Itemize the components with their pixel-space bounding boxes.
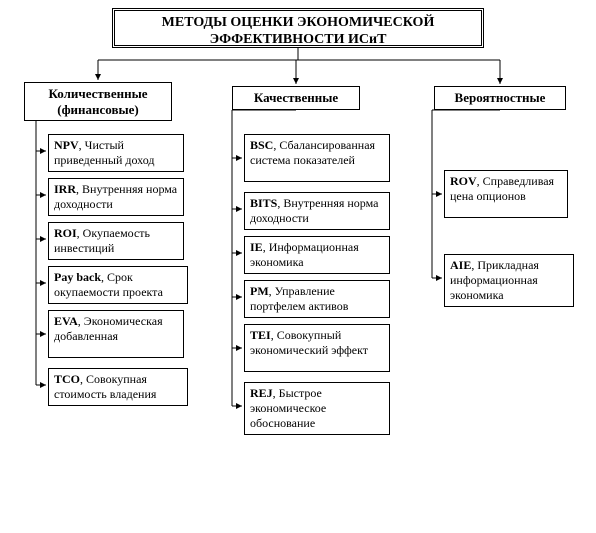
item-abbr: ROV	[450, 174, 477, 188]
title-text: МЕТОДЫ ОЦЕНКИ ЭКОНОМИЧЕСКОЙ ЭФФЕКТИВНОСТ…	[162, 15, 435, 47]
item-abbr: EVA	[54, 314, 78, 328]
item-box: BITS, Внутренняя норма доходности	[244, 192, 390, 230]
item-abbr: IE	[250, 240, 263, 254]
item-abbr: AIE	[450, 258, 471, 272]
category-label: Количественные (финансовые)	[49, 86, 148, 117]
item-abbr: IRR	[54, 182, 76, 196]
item-desc: , Информационная экономика	[250, 240, 359, 269]
category-box-prob: Вероятностные	[434, 86, 566, 110]
item-abbr: PM	[250, 284, 269, 298]
item-box: TCO, Совокупная стоимость владения	[48, 368, 188, 406]
item-box: ROI, Окупаемость инвестиций	[48, 222, 184, 260]
item-box: ROV, Справедливая цена опционов	[444, 170, 568, 218]
category-label: Качественные	[254, 90, 338, 105]
item-box: REJ, Быстрое экономическое обоснование	[244, 382, 390, 435]
item-box: EVA, Экономическая добавленная	[48, 310, 184, 358]
item-abbr: NPV	[54, 138, 79, 152]
category-label: Вероятностные	[455, 90, 546, 105]
item-box: AIE, Прикладная информационная экономика	[444, 254, 574, 307]
item-abbr: REJ	[250, 386, 273, 400]
item-abbr: ROI	[54, 226, 77, 240]
diagram-canvas: МЕТОДЫ ОЦЕНКИ ЭКОНОМИЧЕСКОЙ ЭФФЕКТИВНОСТ…	[0, 0, 596, 533]
item-box: BSC, Сбалансированная система показателе…	[244, 134, 390, 182]
category-box-quant: Количественные (финансовые)	[24, 82, 172, 121]
item-abbr: BSC	[250, 138, 273, 152]
item-box: PM, Управление портфелем активов	[244, 280, 390, 318]
item-box: NPV, Чистый приведенный доход	[48, 134, 184, 172]
item-abbr: Pay back	[54, 270, 101, 284]
category-box-qual: Качественные	[232, 86, 360, 110]
diagram-title: МЕТОДЫ ОЦЕНКИ ЭКОНОМИЧЕСКОЙ ЭФФЕКТИВНОСТ…	[112, 8, 484, 48]
item-abbr: BITS	[250, 196, 277, 210]
item-box: Pay back, Срок окупаемости проекта	[48, 266, 188, 304]
item-abbr: TCO	[54, 372, 80, 386]
item-box: IRR, Внутренняя норма доходности	[48, 178, 184, 216]
item-abbr: TEI	[250, 328, 271, 342]
item-box: IE, Информационная экономика	[244, 236, 390, 274]
item-box: TEI, Совокупный экономический эффект	[244, 324, 390, 372]
